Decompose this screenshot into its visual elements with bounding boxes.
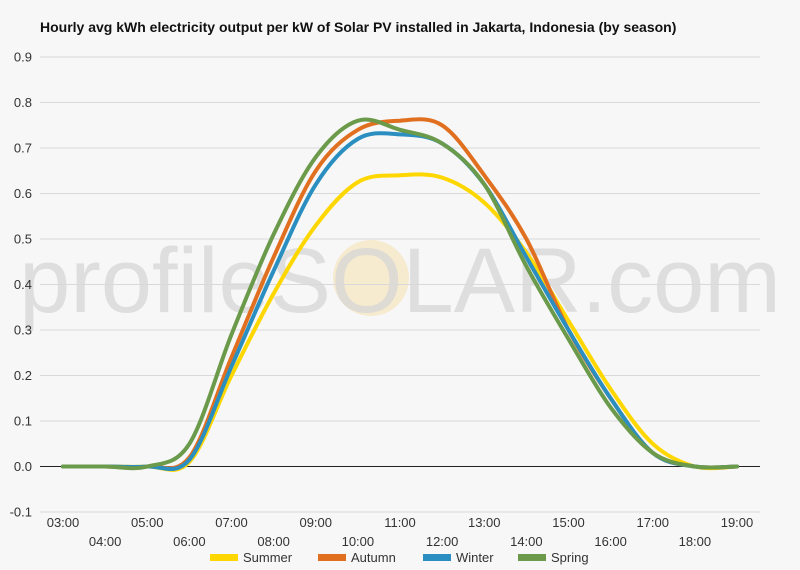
x-tick-label: 19:00 xyxy=(721,515,754,530)
watermark-sun xyxy=(333,240,409,316)
watermark-text: profileSOLAR.com xyxy=(19,230,781,332)
x-tick-label: 05:00 xyxy=(131,515,164,530)
x-tick-label: 18:00 xyxy=(679,534,712,549)
y-tick-label: 0.8 xyxy=(14,95,32,110)
y-tick-label: 0.9 xyxy=(14,50,32,65)
y-tick-label: 0.0 xyxy=(14,459,32,474)
x-tick-label: 08:00 xyxy=(257,534,290,549)
legend-swatch-winter xyxy=(423,554,451,561)
y-tick-label: 0.4 xyxy=(14,277,32,292)
y-tick-label: -0.1 xyxy=(10,505,32,520)
legend-swatch-summer xyxy=(210,554,238,561)
series-line-spring xyxy=(61,117,739,471)
x-tick-label: 16:00 xyxy=(594,534,627,549)
legend-label-winter: Winter xyxy=(456,550,494,565)
y-tick-label: 0.7 xyxy=(14,141,32,156)
x-tick-label: 14:00 xyxy=(510,534,543,549)
x-tick-label: 07:00 xyxy=(215,515,248,530)
x-tick-label: 15:00 xyxy=(552,515,585,530)
legend-swatch-autumn xyxy=(318,554,346,561)
x-tick-label: 13:00 xyxy=(468,515,501,530)
y-tick-label: 0.1 xyxy=(14,414,32,429)
y-tick-label: 0.2 xyxy=(14,368,32,383)
y-tick-label: 0.6 xyxy=(14,186,32,201)
x-tick-label: 11:00 xyxy=(384,515,416,530)
x-tick-label: 10:00 xyxy=(342,534,375,549)
x-tick-label: 03:00 xyxy=(47,515,80,530)
x-tick-label: 12:00 xyxy=(426,534,459,549)
legend-label-spring: Spring xyxy=(551,550,589,565)
y-tick-label: 0.5 xyxy=(14,232,32,247)
legend-swatch-spring xyxy=(518,554,546,561)
x-tick-label: 17:00 xyxy=(636,515,669,530)
y-tick-label: 0.3 xyxy=(14,323,32,338)
x-tick-label: 09:00 xyxy=(299,515,332,530)
legend-label-summer: Summer xyxy=(243,550,293,565)
x-tick-label: 04:00 xyxy=(89,534,122,549)
legend-label-autumn: Autumn xyxy=(351,550,396,565)
x-tick-label: 06:00 xyxy=(173,534,206,549)
series-line-winter xyxy=(61,131,739,471)
chart-title: Hourly avg kWh electricity output per kW… xyxy=(40,19,677,35)
